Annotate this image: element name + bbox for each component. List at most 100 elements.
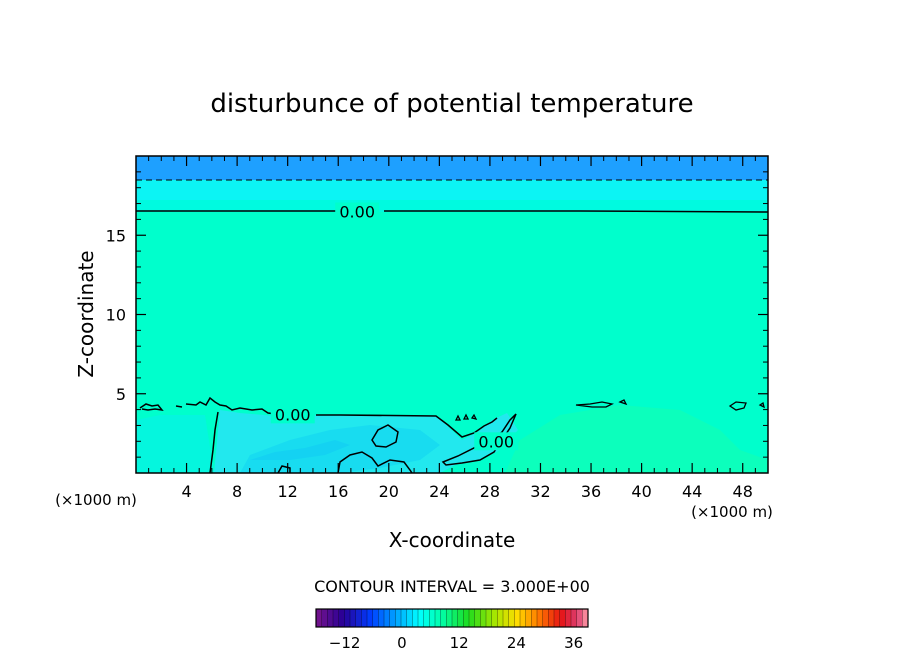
colorbar-cell <box>316 609 322 627</box>
colorbar-cell <box>525 609 532 627</box>
x-tick-label: 4 <box>181 482 191 501</box>
colorbar-cell <box>497 609 504 627</box>
colorbar-cell <box>435 609 441 627</box>
colorbar-cell <box>418 609 424 627</box>
y-axis-ticks: 5 10 15 <box>106 171 768 458</box>
contour-label-background <box>474 432 519 451</box>
x-unit-right: (×1000 m) <box>691 503 773 521</box>
colorbar-cell <box>514 609 521 627</box>
colorbar-cell <box>344 609 351 627</box>
colorbar-cell <box>429 609 436 627</box>
colorbar-cell <box>327 609 334 627</box>
contour-label-background <box>335 202 380 221</box>
field-transition-band <box>136 200 768 212</box>
colorbar-cell <box>401 609 407 627</box>
contour-interval-text: CONTOUR INTERVAL = 3.000E+00 <box>314 577 590 596</box>
colorbar-cell <box>559 609 566 627</box>
colorbar-cell <box>480 609 487 627</box>
colorbar-cell <box>503 609 509 627</box>
colorbar-tick-label: 12 <box>450 634 469 652</box>
colorbar-tick-label: −12 <box>329 634 361 652</box>
colorbar-cell <box>542 609 549 627</box>
x-tick-label: 36 <box>581 482 601 501</box>
x-tick-label: 40 <box>631 482 651 501</box>
colorbar-cell <box>321 609 328 627</box>
contour-label: 0.00 <box>275 405 311 424</box>
colorbar-cell <box>378 609 385 627</box>
contour-zero-upper <box>136 210 768 213</box>
colorbar-cell <box>446 609 453 627</box>
colorbar-tick-label: 24 <box>507 634 526 652</box>
colorbar-cell <box>537 609 543 627</box>
x-tick-label: 32 <box>530 482 550 501</box>
colorbar-cell <box>423 609 430 627</box>
contour-loop-1 <box>371 424 399 448</box>
chart-title: disturbunce of potential temperature <box>210 89 693 119</box>
colorbar-cell <box>531 609 538 627</box>
colorbar-cell <box>350 609 356 627</box>
colorbar-frame <box>315 608 589 628</box>
colorbar-cell <box>457 609 464 627</box>
contour-label-background <box>270 405 315 424</box>
warm-patch <box>505 405 768 473</box>
colorbar-cell <box>440 609 447 627</box>
contour-loop-3 <box>277 465 291 473</box>
colorbar-cell <box>384 609 390 627</box>
cool-patch-left <box>136 415 214 473</box>
x-tick-label: 24 <box>429 482 449 501</box>
colorbar-labels: −12 0 12 24 36 <box>329 634 583 652</box>
y-tick-label: 15 <box>106 226 126 245</box>
x-tick-label: 12 <box>278 482 298 501</box>
x-tick-label: 16 <box>328 482 348 501</box>
colorbar <box>315 608 589 628</box>
x-tick-label: 28 <box>480 482 500 501</box>
colorbar-cell <box>412 609 419 627</box>
colorbar-cell <box>333 609 339 627</box>
contour-small-blobs <box>454 399 765 421</box>
colorbar-cell <box>548 609 555 627</box>
colorbar-cell <box>338 609 345 627</box>
colorbar-cell <box>491 609 498 627</box>
x-axis-ticks: 4 8 12 16 20 24 28 32 36 40 44 48 <box>148 156 756 501</box>
colorbar-cell <box>571 609 577 627</box>
x-tick-label: 48 <box>733 482 753 501</box>
colorbar-cell <box>508 609 515 627</box>
y-axis-label: Z-coordinate <box>74 250 98 377</box>
colorbar-cell <box>554 609 560 627</box>
colorbar-cell <box>486 609 492 627</box>
colorbar-tick-label: 0 <box>397 634 407 652</box>
x-axis-label: X-coordinate <box>389 528 516 552</box>
x-unit-left: (×1000 m) <box>55 491 137 509</box>
field-layer <box>136 156 768 473</box>
colorbar-cell <box>520 609 526 627</box>
colorbar-cell <box>406 609 413 627</box>
contour-label: 0.00 <box>339 202 375 221</box>
colorbar-cell <box>452 609 458 627</box>
y-tick-label: 5 <box>116 385 126 404</box>
contour-vertical-left <box>209 411 219 473</box>
colorbar-cell <box>372 609 379 627</box>
colorbar-cell <box>469 609 475 627</box>
cool-streak <box>250 440 350 460</box>
x-tick-label: 8 <box>232 482 242 501</box>
x-tick-label: 44 <box>682 482 702 501</box>
colorbar-tick-label: 36 <box>564 634 583 652</box>
colorbar-cell <box>463 609 470 627</box>
contour-loop-2 <box>337 451 413 473</box>
y-tick-label: 10 <box>106 306 126 325</box>
contour-label: 0.00 <box>478 432 514 451</box>
colorbar-cell <box>565 609 572 627</box>
contour-zero-lower <box>139 396 498 438</box>
colorbar-cell <box>582 609 589 627</box>
colorbar-cell <box>389 609 396 627</box>
colorbar-cell <box>367 609 373 627</box>
colorbar-cell <box>576 609 583 627</box>
colorbar-cell <box>355 609 362 627</box>
contour-labels: 0.00 0.00 0.00 <box>270 202 519 451</box>
colorbar-cell <box>474 609 481 627</box>
field-upper-band <box>136 180 768 200</box>
x-tick-label: 20 <box>379 482 399 501</box>
colorbar-cell <box>395 609 402 627</box>
colorbar-cell <box>361 609 368 627</box>
